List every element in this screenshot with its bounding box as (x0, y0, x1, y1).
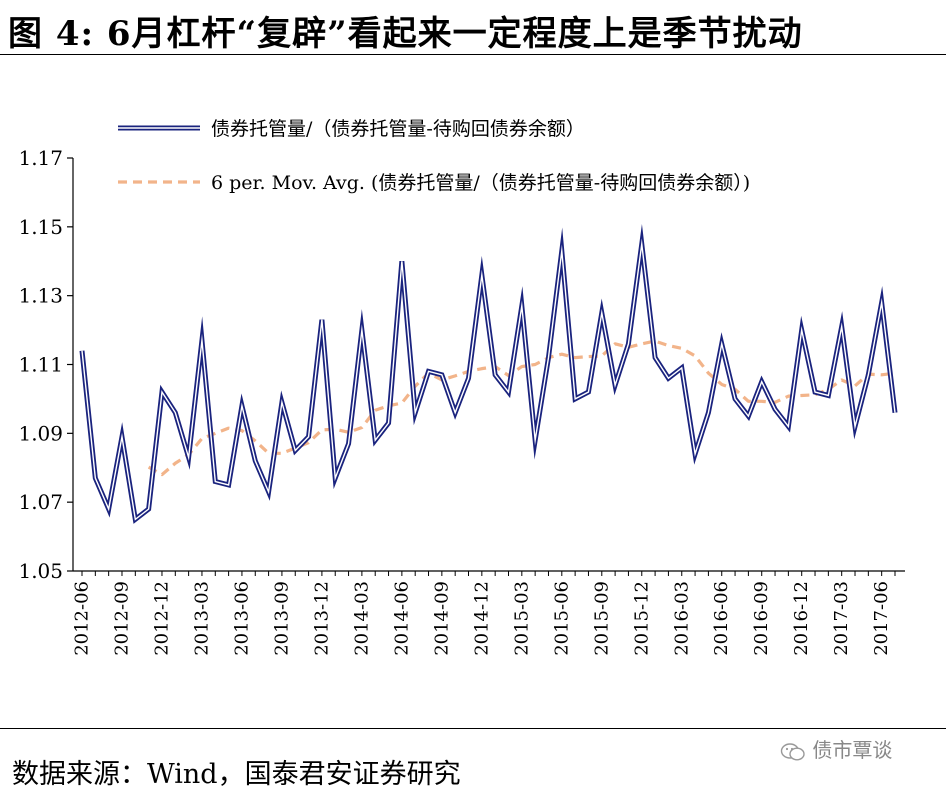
x-tick-label: 2012-12 (151, 581, 172, 656)
series-moving-average-line (147, 339, 896, 477)
x-tick-label: 2016-09 (751, 581, 772, 656)
x-tick-label: 2016-06 (711, 581, 732, 656)
series-leverage-line-inner (81, 238, 896, 521)
x-tick-label: 2014-12 (471, 581, 492, 656)
x-tick-label: 2016-03 (671, 581, 692, 656)
x-tick-label: 2017-03 (831, 581, 852, 656)
bottom-rule (0, 728, 946, 729)
x-tick-label: 2016-12 (791, 581, 812, 656)
series-leverage-line-outer (79, 223, 898, 524)
y-tick-label: 1.15 (18, 215, 63, 239)
source-note: 数据来源：Wind，国泰君安证券研究 (12, 759, 461, 790)
x-tick-label: 2012-09 (111, 581, 132, 656)
chart-legend: 债券托管量/（债券托管量-待购回债券余额） 6 per. Mov. Avg. (债… (118, 118, 750, 194)
x-tick-label: 2015-12 (631, 581, 652, 656)
y-tick-label: 1.17 (18, 146, 63, 170)
y-axis-ticks: 1.05 1.07 1.09 1.11 1.13 1.15 1.17 (18, 146, 73, 583)
series-layer (79, 223, 898, 524)
figure-title: 图 4: 6月杠杆“复辟”看起来一定程度上是季节扰动 (8, 14, 803, 54)
x-tick-label: 2015-06 (551, 581, 572, 656)
x-tick-label: 2013-09 (271, 581, 292, 656)
legend-label-moving-average: 6 per. Mov. Avg. (债券托管量/（债券托管量-待购回债券余额）) (211, 172, 750, 194)
y-tick-label: 1.05 (18, 559, 63, 583)
x-axis-ticks: 2012-06 2012-09 2012-12 2013-03 2013-06 2013-… (72, 571, 896, 656)
x-tick-label: 2013-03 (191, 581, 212, 656)
wechat-icon (780, 742, 806, 762)
y-tick-label: 1.09 (18, 421, 63, 445)
y-tick-label: 1.13 (18, 284, 63, 308)
watermark: 债市覃谈 (780, 734, 892, 763)
x-tick-label: 2015-03 (511, 581, 532, 656)
y-tick-label: 1.07 (18, 490, 63, 514)
watermark-text: 债市覃谈 (812, 738, 893, 762)
x-tick-label: 2017-06 (871, 581, 892, 656)
x-tick-label: 2012-06 (72, 581, 93, 656)
y-tick-label: 1.11 (18, 353, 63, 377)
x-tick-label: 2014-06 (391, 581, 412, 656)
top-rule (0, 54, 946, 55)
x-tick-label: 2014-09 (431, 581, 452, 656)
legend-label-leverage: 债券托管量/（债券托管量-待购回债券余额） (211, 118, 585, 140)
x-tick-label: 2015-09 (591, 581, 612, 656)
x-tick-label: 2013-06 (231, 581, 252, 656)
x-tick-label: 2014-03 (351, 581, 372, 656)
x-tick-label: 2013-12 (311, 581, 332, 656)
